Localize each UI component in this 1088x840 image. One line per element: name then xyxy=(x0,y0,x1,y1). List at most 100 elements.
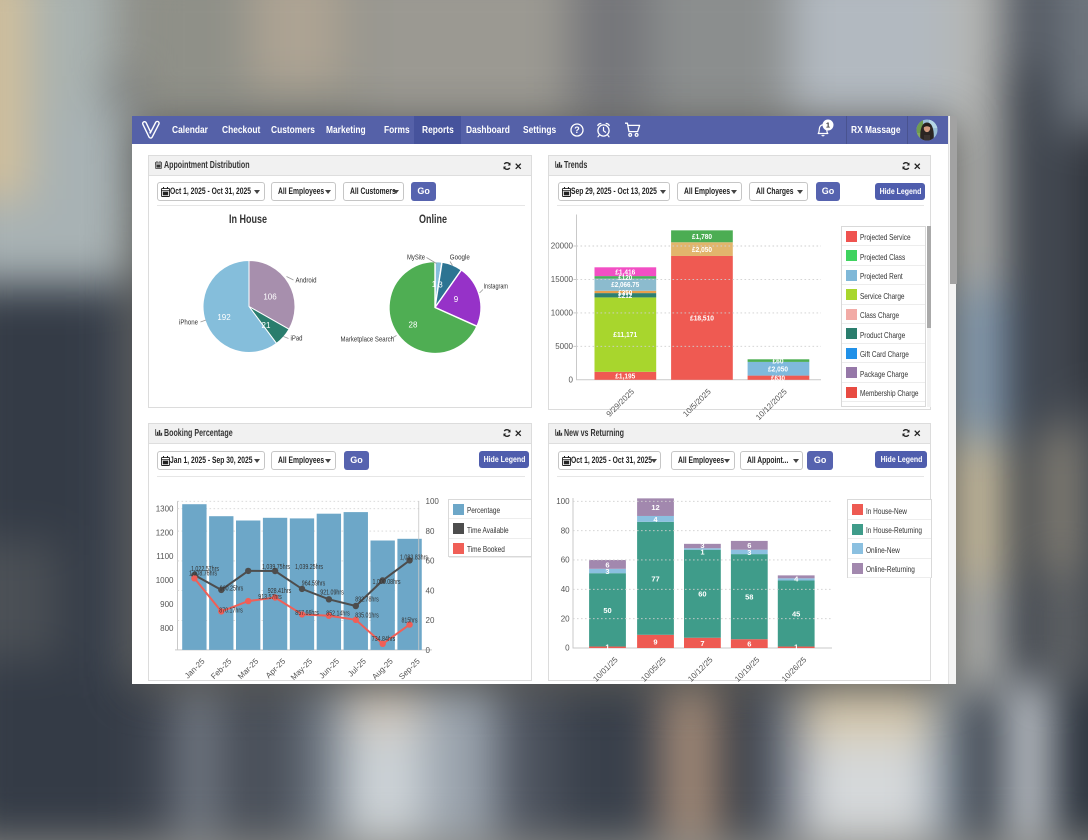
svg-text:6: 6 xyxy=(747,639,751,648)
svg-text:£630: £630 xyxy=(771,374,785,383)
svg-text:45: 45 xyxy=(792,609,800,618)
svg-text:5000: 5000 xyxy=(555,342,573,351)
svg-text:80: 80 xyxy=(561,526,570,535)
svg-text:£60: £60 xyxy=(773,356,784,365)
svg-text:3: 3 xyxy=(747,547,751,556)
svg-text:6: 6 xyxy=(747,541,751,550)
svg-text:0: 0 xyxy=(565,643,570,652)
svg-text:10/01/25: 10/01/25 xyxy=(591,654,620,683)
svg-text:iPhone: iPhone xyxy=(179,318,198,327)
svg-text:10/05/25: 10/05/25 xyxy=(639,654,668,683)
svg-text:Sep-25: Sep-25 xyxy=(397,656,422,681)
svg-text:10/12/2025: 10/12/2025 xyxy=(754,387,789,422)
svg-text:1: 1 xyxy=(794,642,798,651)
svg-text:21: 21 xyxy=(262,321,271,330)
svg-text:964.59hrs: 964.59hrs xyxy=(302,580,326,587)
svg-text:192: 192 xyxy=(217,313,231,322)
svg-text:10/19/25: 10/19/25 xyxy=(733,654,762,683)
svg-text:Google: Google xyxy=(450,253,470,262)
svg-text:58: 58 xyxy=(745,592,753,601)
svg-text:Android: Android xyxy=(296,276,317,285)
svg-text:815hrs: 815hrs xyxy=(402,617,418,624)
svg-text:3: 3 xyxy=(438,281,443,290)
svg-text:77: 77 xyxy=(651,574,659,583)
svg-text:800: 800 xyxy=(160,623,174,632)
svg-text:In House: In House xyxy=(229,214,267,226)
svg-text:9: 9 xyxy=(653,637,657,646)
svg-text:40: 40 xyxy=(561,585,570,594)
svg-text:100: 100 xyxy=(426,497,440,506)
svg-text:50: 50 xyxy=(603,605,611,614)
svg-text:106: 106 xyxy=(263,293,277,302)
svg-text:£2,050: £2,050 xyxy=(768,365,788,374)
svg-text:MySite: MySite xyxy=(407,253,425,262)
svg-text:Online: Online xyxy=(419,214,447,226)
svg-text:£212: £212 xyxy=(618,291,632,300)
svg-text:4: 4 xyxy=(653,514,658,523)
svg-text:iPad: iPad xyxy=(291,334,303,343)
svg-text:28: 28 xyxy=(409,321,418,330)
svg-text:1300: 1300 xyxy=(156,504,174,513)
svg-text:20: 20 xyxy=(426,616,435,625)
svg-text:£1,195: £1,195 xyxy=(615,372,635,381)
svg-text:10000: 10000 xyxy=(551,309,574,318)
svg-text:10/5/2025: 10/5/2025 xyxy=(681,387,713,419)
svg-text:80: 80 xyxy=(426,526,435,535)
svg-text:£18,510: £18,510 xyxy=(690,314,714,323)
svg-text:60: 60 xyxy=(426,556,435,565)
svg-text:734.84hrs: 734.84hrs xyxy=(372,636,396,643)
svg-text:1,039.75hrs: 1,039.75hrs xyxy=(262,564,290,571)
svg-text:£2,066.75: £2,066.75 xyxy=(611,280,639,289)
svg-text:1,000.08hrs: 1,000.08hrs xyxy=(373,579,401,586)
svg-text:900: 900 xyxy=(160,600,174,609)
svg-text:9: 9 xyxy=(454,295,459,304)
svg-text:Jul-25: Jul-25 xyxy=(346,656,368,678)
svg-text:15000: 15000 xyxy=(551,275,574,284)
svg-text:Jun-25: Jun-25 xyxy=(317,656,341,680)
svg-text:870.17hrs: 870.17hrs xyxy=(219,607,243,614)
svg-text:921.09hrs: 921.09hrs xyxy=(320,589,344,596)
svg-text:0: 0 xyxy=(569,376,574,385)
svg-text:852.14hrs: 852.14hrs xyxy=(326,610,350,617)
svg-text:1,083.83hrs: 1,083.83hrs xyxy=(400,554,428,561)
svg-text:60: 60 xyxy=(698,589,706,598)
svg-text:1,008.76hrs: 1,008.76hrs xyxy=(189,570,217,577)
svg-text:Aug-25: Aug-25 xyxy=(370,656,395,681)
svg-text:£350: £350 xyxy=(618,288,632,297)
svg-text:20000: 20000 xyxy=(551,242,574,251)
svg-text:3: 3 xyxy=(605,567,609,576)
svg-text:960.25hrs: 960.25hrs xyxy=(220,585,244,592)
svg-text:40: 40 xyxy=(426,586,435,595)
svg-text:£120: £120 xyxy=(618,273,632,282)
svg-text:10/26/25: 10/26/25 xyxy=(780,654,809,683)
svg-text:892.78hrs: 892.78hrs xyxy=(355,596,379,603)
svg-text:1000: 1000 xyxy=(156,576,174,585)
svg-text:1: 1 xyxy=(605,642,609,651)
svg-text:1,022.57hrs: 1,022.57hrs xyxy=(191,566,219,573)
svg-text:£1,416: £1,416 xyxy=(615,268,635,277)
svg-text:835.01hrs: 835.01hrs xyxy=(355,612,379,619)
svg-text:857.66hrs: 857.66hrs xyxy=(295,610,319,617)
svg-text:9/29/2025: 9/29/2025 xyxy=(605,387,637,419)
svg-text:913.57hrs: 913.57hrs xyxy=(258,594,282,601)
svg-text:1: 1 xyxy=(432,280,437,289)
svg-text:£11,171: £11,171 xyxy=(613,330,637,339)
svg-text:£2,050: £2,050 xyxy=(692,245,712,254)
svg-text:60: 60 xyxy=(561,555,570,564)
svg-text:1200: 1200 xyxy=(156,528,174,537)
svg-text:3: 3 xyxy=(700,540,704,549)
svg-text:20: 20 xyxy=(561,614,570,623)
svg-text:Mar-25: Mar-25 xyxy=(236,656,261,681)
svg-text:7: 7 xyxy=(700,638,704,647)
svg-text:12: 12 xyxy=(651,503,659,512)
svg-text:0: 0 xyxy=(426,645,431,654)
svg-text:£1,780: £1,780 xyxy=(692,232,712,241)
svg-text:Marketplace Search: Marketplace Search xyxy=(341,335,395,344)
svg-text:May-25: May-25 xyxy=(289,656,315,682)
svg-text:?: ? xyxy=(574,125,580,135)
svg-text:Jan-25: Jan-25 xyxy=(183,656,207,680)
svg-text:928.41hrs: 928.41hrs xyxy=(268,588,292,595)
svg-text:1: 1 xyxy=(826,121,830,130)
svg-text:1100: 1100 xyxy=(156,552,174,561)
svg-text:Feb-25: Feb-25 xyxy=(209,656,234,681)
